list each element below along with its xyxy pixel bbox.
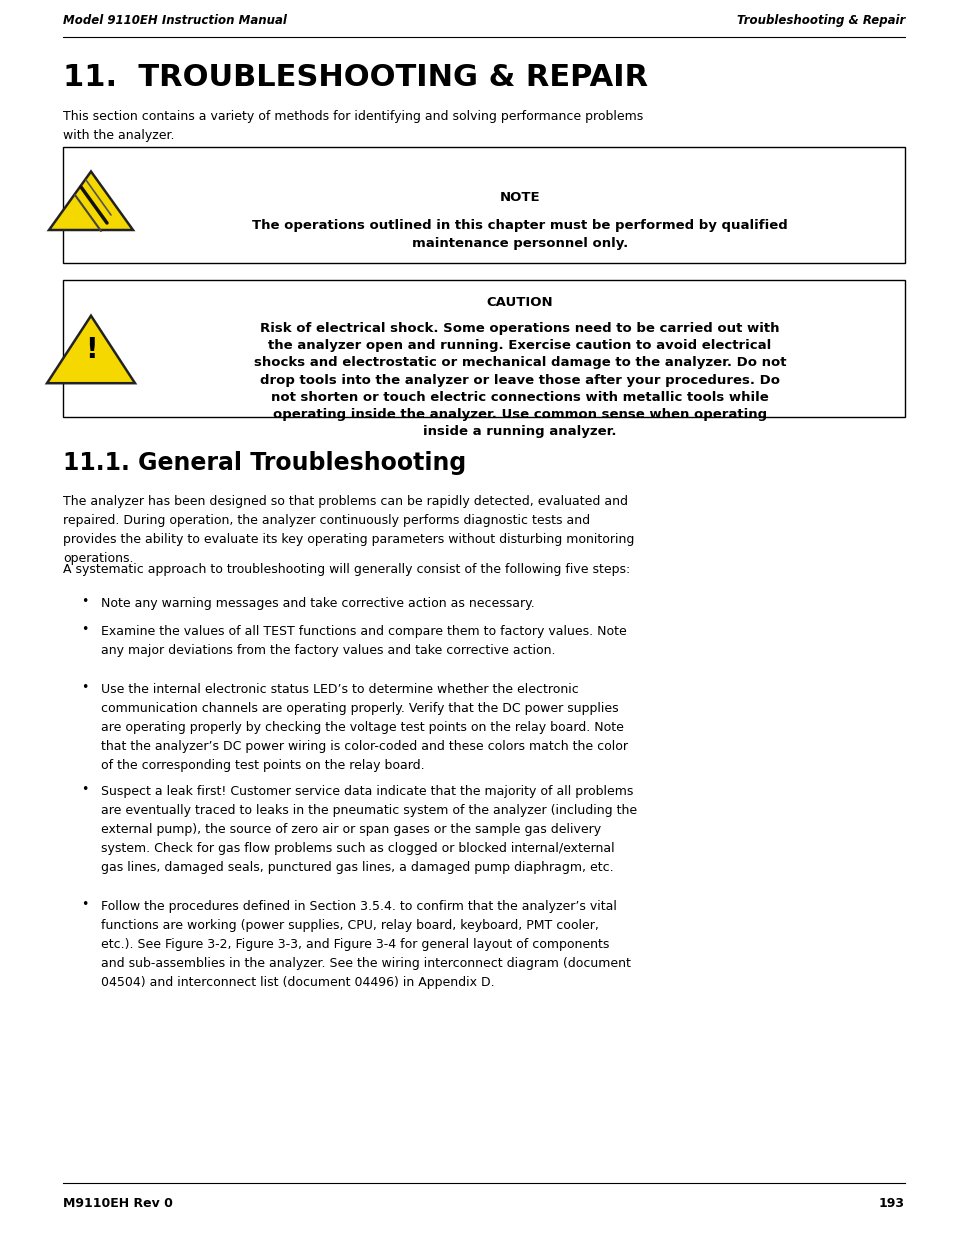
Text: !: ! [85, 336, 97, 363]
Text: Use the internal electronic status LED’s to determine whether the electronic
com: Use the internal electronic status LED’s… [101, 683, 627, 772]
Text: NOTE: NOTE [499, 191, 539, 204]
Text: Follow the procedures defined in Section 3.5.4. to confirm that the analyzer’s v: Follow the procedures defined in Section… [101, 900, 630, 989]
Text: The analyzer has been designed so that problems can be rapidly detected, evaluat: The analyzer has been designed so that p… [63, 495, 634, 564]
Text: Examine the values of all TEST functions and compare them to factory values. Not: Examine the values of all TEST functions… [101, 625, 626, 657]
Polygon shape [47, 316, 135, 383]
FancyBboxPatch shape [63, 280, 904, 417]
Text: •: • [81, 898, 89, 911]
Text: 11.1. General Troubleshooting: 11.1. General Troubleshooting [63, 451, 466, 475]
Text: 193: 193 [878, 1197, 904, 1210]
Text: •: • [81, 783, 89, 797]
Text: The operations outlined in this chapter must be performed by qualified
maintenan: The operations outlined in this chapter … [252, 219, 787, 251]
Text: M9110EH Rev 0: M9110EH Rev 0 [63, 1197, 172, 1210]
Polygon shape [49, 172, 132, 230]
Text: A systematic approach to troubleshooting will generally consist of the following: A systematic approach to troubleshooting… [63, 563, 630, 576]
Text: Suspect a leak first! Customer service data indicate that the majority of all pr: Suspect a leak first! Customer service d… [101, 785, 637, 874]
FancyBboxPatch shape [63, 147, 904, 263]
Text: Risk of electrical shock. Some operations need to be carried out with
the analyz: Risk of electrical shock. Some operation… [253, 322, 785, 438]
Text: •: • [81, 622, 89, 636]
Text: •: • [81, 595, 89, 608]
Text: This section contains a variety of methods for identifying and solving performan: This section contains a variety of metho… [63, 110, 642, 142]
Text: Note any warning messages and take corrective action as necessary.: Note any warning messages and take corre… [101, 597, 535, 610]
Text: Model 9110EH Instruction Manual: Model 9110EH Instruction Manual [63, 14, 287, 27]
Text: 11.  TROUBLESHOOTING & REPAIR: 11. TROUBLESHOOTING & REPAIR [63, 63, 647, 91]
Text: CAUTION: CAUTION [486, 296, 553, 309]
Text: •: • [81, 680, 89, 694]
Text: Troubleshooting & Repair: Troubleshooting & Repair [736, 14, 904, 27]
